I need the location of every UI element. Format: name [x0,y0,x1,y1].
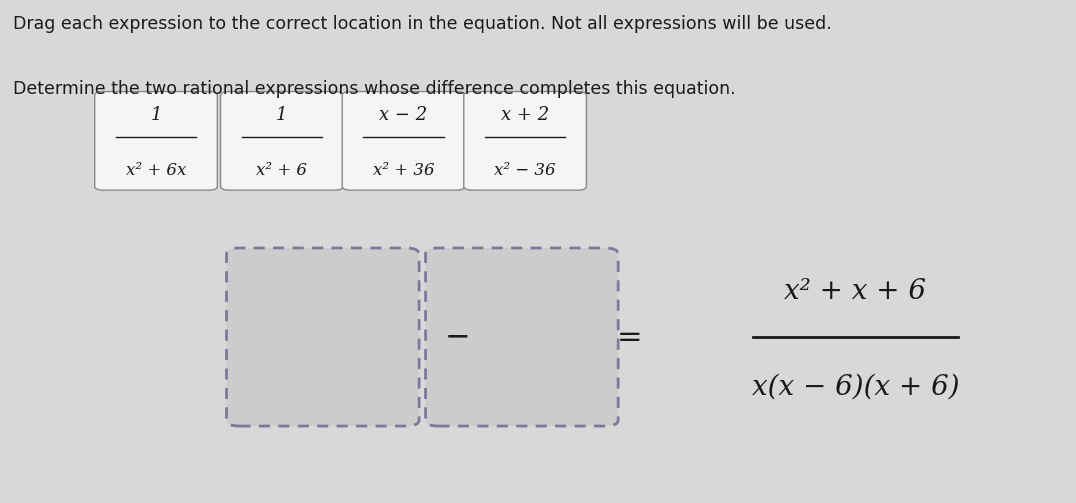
Text: x² − 36: x² − 36 [494,161,556,179]
Text: x² + 6: x² + 6 [256,161,308,179]
Text: Determine the two rational expressions whose difference completes this equation.: Determine the two rational expressions w… [13,80,736,99]
Text: x + 2: x + 2 [501,106,549,124]
Text: x² + 36: x² + 36 [372,161,435,179]
Text: x − 2: x − 2 [380,106,427,124]
FancyBboxPatch shape [464,92,586,190]
Text: 1: 1 [151,106,161,124]
FancyBboxPatch shape [342,92,465,190]
FancyBboxPatch shape [425,248,618,426]
Text: x² + x + 6: x² + x + 6 [784,278,926,305]
Text: −: − [444,322,470,352]
Text: x(x − 6)(x + 6): x(x − 6)(x + 6) [752,374,959,401]
Text: x² + 6x: x² + 6x [126,161,186,179]
Text: Drag each expression to the correct location in the equation. Not all expression: Drag each expression to the correct loca… [13,15,832,33]
FancyBboxPatch shape [95,92,217,190]
FancyBboxPatch shape [221,92,343,190]
Text: 1: 1 [277,106,287,124]
FancyBboxPatch shape [226,248,419,426]
Text: =: = [617,322,642,352]
